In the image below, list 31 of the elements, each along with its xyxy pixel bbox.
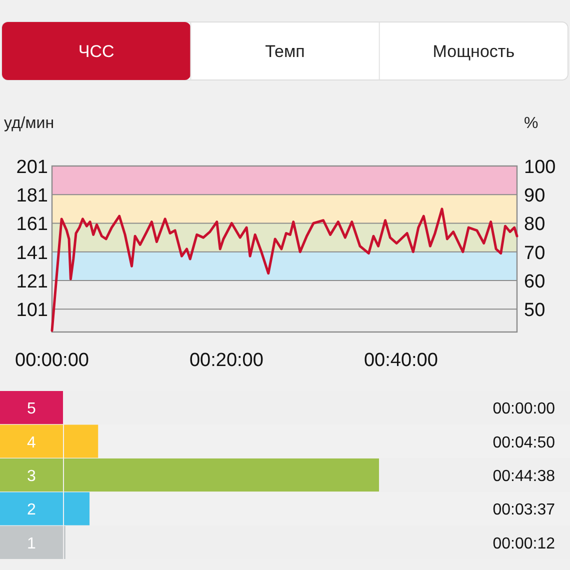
x-tick-label: 00:00:00 bbox=[15, 350, 89, 371]
data-label: 00:44:38 bbox=[492, 468, 556, 485]
y-tick-label: 3 bbox=[27, 468, 36, 485]
y2-tick-label: 90 bbox=[524, 186, 546, 207]
y-tick-label: 5 bbox=[27, 400, 36, 418]
text: ЧСС bbox=[78, 42, 114, 61]
y-tick-label: 141 bbox=[16, 242, 48, 264]
data-label: 00:00:00 bbox=[492, 400, 556, 418]
data-label: 00:03:37 bbox=[492, 502, 556, 519]
x-tick-label: 00:20:00 bbox=[190, 350, 264, 371]
y2-tick-label: 70 bbox=[524, 242, 546, 264]
y2-tick-label: 80 bbox=[524, 214, 546, 236]
y-axis-title: уд/мин bbox=[4, 115, 54, 132]
data-label: 00:00:12 bbox=[492, 535, 556, 552]
y2-tick-label: 60 bbox=[524, 271, 546, 292]
text: Мощность bbox=[432, 42, 515, 61]
y-tick-label: 4 bbox=[27, 434, 36, 452]
y-tick-label: 181 bbox=[16, 186, 48, 207]
text: Темп bbox=[265, 42, 305, 61]
y2-axis-title: % bbox=[524, 115, 538, 132]
y-tick-label: 161 bbox=[16, 214, 48, 236]
x-tick-label: 00:40:00 bbox=[364, 350, 438, 371]
y-tick-label: 2 bbox=[27, 502, 36, 519]
y-tick-label: 1 bbox=[27, 535, 36, 552]
y2-tick-label: 50 bbox=[524, 300, 546, 322]
y-tick-label: 121 bbox=[16, 271, 48, 292]
y2-tick-label: 100 bbox=[524, 157, 556, 178]
data-label: 00:04:50 bbox=[492, 434, 556, 452]
y-tick-label: 201 bbox=[16, 157, 48, 178]
y-tick-label: 101 bbox=[16, 300, 48, 322]
line-series bbox=[50, 208, 518, 332]
